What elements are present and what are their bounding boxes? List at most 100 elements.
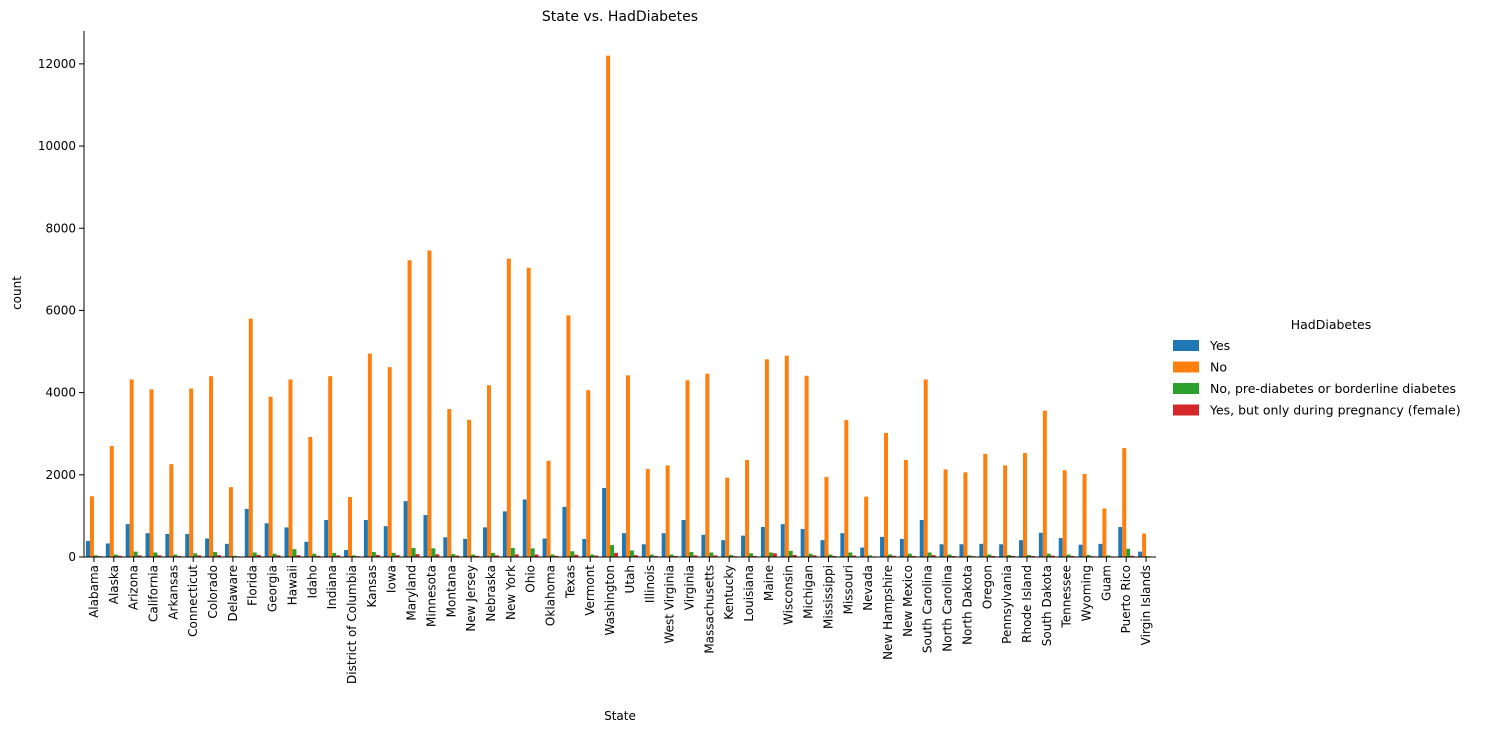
- bar-no-vermont: [586, 390, 590, 557]
- bar-no-ohio: [527, 268, 531, 557]
- bar-no-wyoming: [1083, 474, 1087, 557]
- bar-no-delaware: [229, 487, 233, 557]
- x-axis-title: State: [604, 709, 636, 723]
- x-tick-label: South Carolina: [921, 565, 935, 653]
- legend-item: No, pre-diabetes or borderline diabetes: [1173, 381, 1456, 396]
- x-tick-label: Ohio: [524, 565, 538, 593]
- bar-no-florida: [249, 319, 253, 557]
- bar-no-virginia: [686, 380, 690, 557]
- legend-item: Yes, but only during pregnancy (female): [1173, 403, 1461, 418]
- x-tick-label: Massachusetts: [702, 565, 716, 654]
- x-tick-label: Michigan: [802, 565, 816, 619]
- bar-yes-indiana: [324, 520, 328, 557]
- x-tick-label: Missouri: [841, 565, 855, 614]
- x-tick-label: Utah: [623, 565, 637, 593]
- bar-yes-massachusetts: [701, 535, 705, 557]
- legend-swatch: [1173, 383, 1199, 394]
- bar-no-utah: [626, 375, 630, 557]
- x-tick-label: New Mexico: [901, 565, 915, 637]
- x-tick-label: Tennessee: [1060, 565, 1074, 629]
- bar-yes-new-mexico: [900, 539, 904, 557]
- bar-yes-south-dakota: [1039, 533, 1043, 557]
- x-tick-label: Iowa: [385, 565, 399, 593]
- legend-label: Yes, but only during pregnancy (female): [1209, 403, 1461, 418]
- bar-yes-missouri: [840, 533, 844, 557]
- bar-yes-arizona: [126, 524, 130, 557]
- bar-no-pre-diabetes-or-borderline-diabetes-new-york: [511, 548, 515, 557]
- x-tick-label: Maryland: [405, 565, 419, 621]
- bar-no-kentucky: [725, 478, 729, 557]
- x-tick-label: South Dakota: [1040, 565, 1054, 646]
- y-tick-label: 2000: [45, 468, 76, 482]
- bar-no-pre-diabetes-or-borderline-diabetes-ohio: [531, 548, 535, 557]
- bar-yes-minnesota: [423, 515, 427, 557]
- bar-no-pre-diabetes-or-borderline-diabetes-virginia: [689, 552, 693, 557]
- bar-no-california: [150, 389, 154, 557]
- x-tick-label: Puerto Rico: [1119, 565, 1133, 633]
- x-tick-label: West Virginia: [663, 565, 677, 644]
- legend-swatch: [1173, 362, 1199, 373]
- x-tick-label: Vermont: [583, 565, 597, 616]
- x-tick-label: Hawaii: [285, 565, 299, 605]
- bar-no-pennsylvania: [1003, 465, 1007, 557]
- bar-yes-new-york: [503, 511, 507, 557]
- bar-yes-maine: [761, 527, 765, 557]
- x-tick-label: Louisiana: [742, 565, 756, 622]
- bar-yes-west-virginia: [662, 533, 666, 557]
- bar-no-colorado: [209, 376, 213, 557]
- bar-no-north-dakota: [963, 472, 967, 557]
- bar-no-pre-diabetes-or-borderline-diabetes-texas: [570, 551, 574, 557]
- bar-yes-kentucky: [721, 540, 725, 557]
- bar-yes-kansas: [364, 520, 368, 557]
- bar-no-pre-diabetes-or-borderline-diabetes-massachusetts: [709, 552, 713, 557]
- legend-item: Yes: [1173, 338, 1230, 353]
- legend-label: No, pre-diabetes or borderline diabetes: [1210, 381, 1456, 396]
- bar-no-virgin-islands: [1142, 534, 1146, 557]
- bar-no-south-dakota: [1043, 411, 1047, 557]
- bar-yes-utah: [622, 533, 626, 557]
- legend-label: Yes: [1209, 338, 1230, 353]
- bar-no-nevada: [864, 497, 868, 557]
- bar-yes-but-only-during-pregnancy-female-maine: [773, 553, 777, 557]
- bar-yes-louisiana: [741, 536, 745, 557]
- bar-no-arkansas: [169, 464, 173, 557]
- bar-no-nebraska: [487, 385, 491, 557]
- x-tick-label: Delaware: [226, 565, 240, 622]
- bar-yes-virginia: [682, 520, 686, 557]
- bar-yes-connecticut: [185, 534, 189, 557]
- bar-no-pre-diabetes-or-borderline-diabetes-florida: [253, 552, 257, 557]
- bar-no-pre-diabetes-or-borderline-diabetes-indiana: [332, 553, 336, 557]
- bar-no-iowa: [388, 367, 392, 557]
- x-tick-label: Montana: [444, 565, 458, 617]
- x-tick-label: Georgia: [266, 565, 280, 612]
- bar-no-idaho: [308, 437, 312, 557]
- bar-yes-arkansas: [165, 534, 169, 557]
- bar-no-pre-diabetes-or-borderline-diabetes-colorado: [213, 552, 217, 557]
- bar-no-district-of-columbia: [348, 497, 352, 557]
- bar-no-pre-diabetes-or-borderline-diabetes-kansas: [372, 552, 376, 557]
- bar-no-pre-diabetes-or-borderline-diabetes-washington: [610, 545, 614, 557]
- bar-no-pre-diabetes-or-borderline-diabetes-arizona: [134, 552, 138, 557]
- bar-no-georgia: [269, 397, 273, 557]
- x-tick-label: Alaska: [107, 565, 121, 604]
- y-tick-label: 10000: [38, 139, 76, 153]
- bar-yes-south-carolina: [920, 520, 924, 557]
- x-tick-label: Pennsylvania: [1000, 565, 1014, 644]
- bar-yes-iowa: [384, 526, 388, 557]
- bar-no-pre-diabetes-or-borderline-diabetes-hawaii: [292, 549, 296, 557]
- bar-no-texas: [566, 315, 570, 557]
- bar-yes-puerto-rico: [1118, 527, 1122, 557]
- x-tick-label: Connecticut: [186, 565, 200, 637]
- bar-no-pre-diabetes-or-borderline-diabetes-connecticut: [193, 553, 197, 557]
- bar-no-pre-diabetes-or-borderline-diabetes-iowa: [392, 553, 396, 557]
- bar-no-illinois: [646, 469, 650, 557]
- x-tick-label: California: [146, 565, 160, 622]
- bar-no-oklahoma: [547, 461, 551, 557]
- bar-yes-vermont: [582, 539, 586, 557]
- legend-swatch: [1173, 340, 1199, 351]
- legend-swatch: [1173, 405, 1199, 416]
- bar-no-oregon: [983, 454, 987, 557]
